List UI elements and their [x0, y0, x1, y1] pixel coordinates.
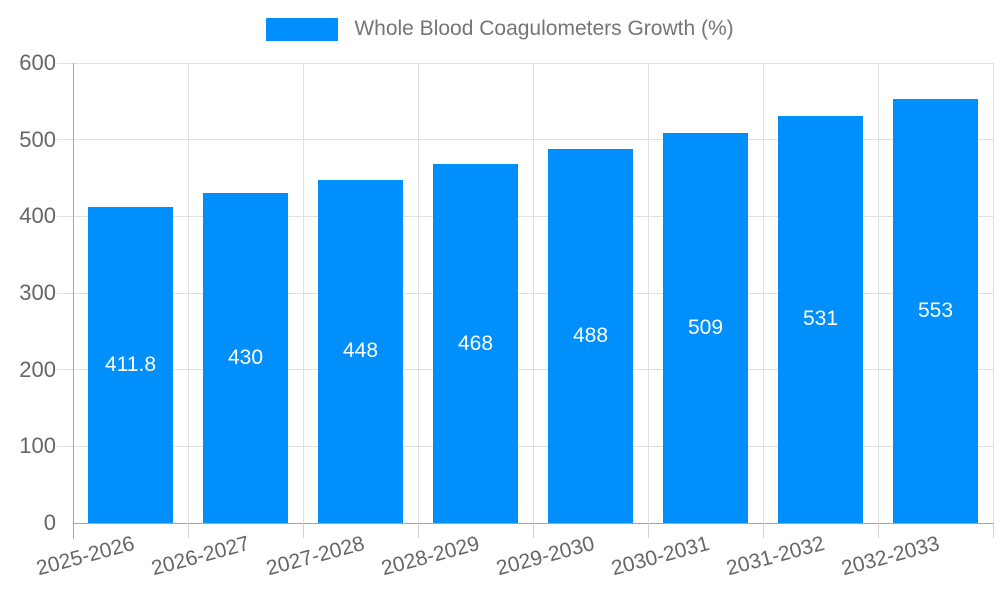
bar[interactable]	[548, 148, 633, 523]
bar[interactable]	[318, 179, 403, 523]
bar[interactable]	[433, 164, 518, 523]
x-axis-tick	[533, 523, 534, 538]
x-gridline	[418, 63, 419, 523]
x-axis-tick	[188, 523, 189, 538]
bar[interactable]	[663, 132, 748, 523]
bar[interactable]	[893, 99, 978, 523]
y-axis-tick-label: 500	[19, 126, 56, 152]
y-axis-tick-label: 100	[19, 433, 56, 459]
x-axis-tick	[418, 523, 419, 538]
plot-right-border	[993, 63, 994, 523]
x-gridline	[878, 63, 879, 523]
y-gridline	[57, 62, 993, 64]
x-axis-tick	[993, 523, 994, 538]
legend-label: Whole Blood Coagulometers Growth (%)	[354, 17, 734, 40]
x-gridline	[763, 63, 764, 523]
x-gridline	[303, 63, 304, 523]
bar[interactable]	[778, 115, 863, 523]
bar[interactable]	[88, 207, 173, 523]
y-axis-line	[73, 63, 74, 539]
x-axis-tick	[878, 523, 879, 538]
legend-item[interactable]: Whole Blood Coagulometers Growth (%)	[0, 17, 1000, 41]
x-gridline	[648, 63, 649, 523]
x-gridline	[533, 63, 534, 523]
y-axis-tick-label: 600	[19, 50, 56, 75]
y-axis-tick-label: 0	[43, 510, 56, 535]
x-axis-tick	[763, 523, 764, 538]
x-axis-tick	[648, 523, 649, 538]
x-gridline	[188, 63, 189, 523]
legend-swatch	[266, 17, 339, 41]
y-axis-tick-label: 400	[19, 203, 56, 229]
y-axis-tick-label: 200	[19, 356, 56, 382]
y-axis-tick-label: 300	[19, 280, 56, 305]
x-axis-tick	[303, 523, 304, 538]
x-axis-line	[73, 523, 993, 524]
bar[interactable]	[203, 193, 288, 523]
